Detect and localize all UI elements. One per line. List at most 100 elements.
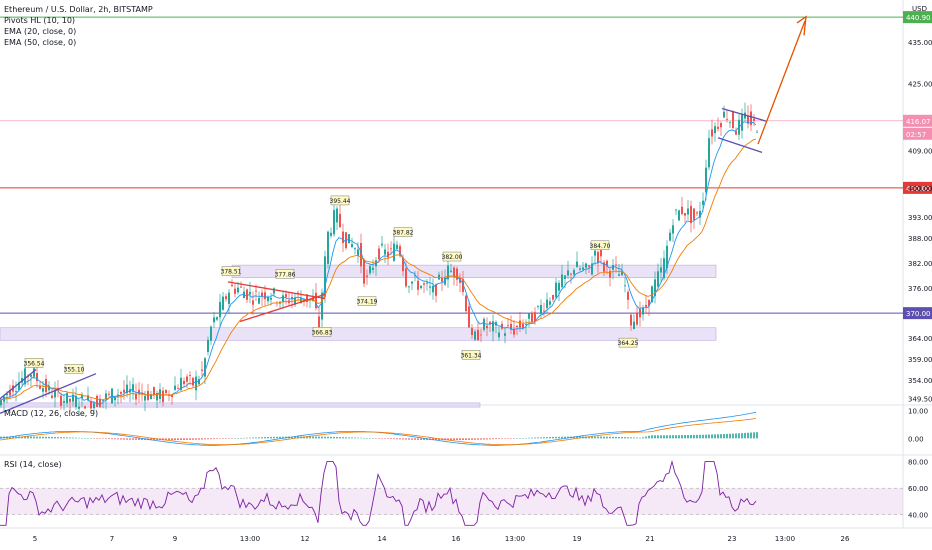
time-tick-label: 12	[301, 535, 310, 543]
pivot-label: 361.34	[461, 352, 482, 359]
indicator-ema50[interactable]: EMA (50, close, 0)	[4, 38, 77, 47]
macd-histogram-bar	[195, 438, 197, 440]
candle-body	[102, 400, 104, 401]
candle-body	[75, 395, 77, 408]
rsi-legend[interactable]: RSI (14, close)	[4, 460, 62, 469]
pivot-label-box	[357, 296, 377, 306]
macd-histogram-bar	[336, 436, 338, 439]
macd-histogram-bar	[168, 438, 170, 441]
macd-histogram-bar	[252, 437, 254, 439]
macd-histogram-bar	[555, 436, 557, 439]
macd-histogram-bar	[594, 436, 596, 439]
macd-histogram-bar	[390, 438, 392, 440]
candle-body	[720, 123, 722, 128]
macd-histogram-bar	[396, 438, 398, 440]
macd-histogram-bar	[375, 438, 377, 439]
candle-body	[687, 208, 689, 215]
candle-body	[135, 393, 137, 400]
pivot-label-box	[590, 240, 610, 251]
pivot-labels: 356.54 355.10 378.51 377.86 366.83 374.19 395.…	[24, 195, 639, 374]
macd-histogram-bar	[696, 434, 698, 439]
macd-histogram-bar	[327, 436, 329, 439]
macd-histogram-bar	[708, 434, 710, 439]
pivot-label-box	[275, 269, 295, 279]
candle-body	[690, 205, 692, 224]
price-zone	[0, 327, 717, 341]
candle-body	[549, 301, 551, 305]
candle-body	[573, 269, 575, 275]
candle-body	[516, 325, 518, 328]
macd-histogram-bar	[255, 437, 257, 439]
time-tick-label: 5	[33, 535, 37, 543]
trendline	[227, 281, 326, 300]
macd-histogram-bar	[423, 438, 425, 440]
macd-histogram-bar	[627, 437, 629, 439]
macd-histogram-bar	[63, 437, 65, 439]
indicator-ema20[interactable]: EMA (20, close, 0)	[4, 27, 77, 36]
candle-body	[120, 392, 122, 394]
candle-body	[528, 313, 530, 319]
macd-histogram-bar	[690, 434, 692, 439]
macd-histogram-bar	[561, 436, 563, 439]
candle-body	[501, 323, 503, 329]
candle-body	[717, 126, 719, 129]
candle-body	[465, 295, 467, 312]
macd-histogram-bar	[360, 437, 362, 439]
macd-histogram-bar	[756, 432, 758, 439]
macd-histogram-bar	[672, 435, 674, 439]
macd-histogram-bar	[318, 436, 320, 439]
macd-histogram-bar	[738, 433, 740, 439]
macd-histogram-bar	[57, 437, 59, 439]
candle-body	[435, 284, 437, 296]
candle-body	[342, 231, 344, 243]
candle-body	[630, 314, 632, 326]
pivot-label: 382.00	[442, 254, 463, 261]
candle-body	[693, 208, 695, 220]
pivot-label-box	[312, 327, 332, 337]
price-tick-label: 364.00	[908, 335, 932, 343]
candle-body	[333, 210, 335, 235]
candle-body	[531, 312, 533, 323]
macd-histogram-bar	[414, 438, 416, 440]
macd-pane: 10.00 0.00	[0, 408, 928, 446]
candle-body	[24, 368, 26, 385]
pivot-label: 384.70	[590, 243, 611, 250]
macd-histogram-bar	[384, 438, 386, 439]
macd-legend[interactable]: MACD (12, 26, close, 9)	[4, 409, 99, 418]
candle-body	[204, 358, 206, 377]
time-tick-label: 26	[841, 535, 850, 543]
macd-histogram-bar	[432, 438, 434, 441]
macd-histogram-bar	[237, 438, 239, 439]
macd-histogram-bar	[660, 435, 662, 439]
candle-body	[78, 406, 80, 409]
candle-body	[216, 317, 218, 320]
candle-body	[657, 271, 659, 287]
pivot-label-box	[393, 227, 413, 237]
candle-body	[714, 126, 716, 134]
candle-body	[735, 130, 737, 135]
macd-histogram-bar	[297, 436, 299, 439]
candle-body	[336, 208, 338, 223]
candle-body	[579, 268, 581, 270]
candle-body	[249, 291, 251, 295]
price-zone	[0, 402, 481, 408]
macd-histogram-bar	[618, 436, 620, 439]
candle-body	[633, 321, 635, 330]
candle-body	[123, 389, 125, 393]
macd-histogram-bar	[519, 438, 521, 439]
candle-body	[237, 287, 239, 293]
candle-body	[291, 297, 293, 300]
macd-histogram-bar	[324, 436, 326, 439]
ema20-line	[0, 121, 757, 405]
macd-histogram-bar	[183, 438, 185, 440]
pivot-label: 355.10	[64, 366, 85, 373]
trendlines	[0, 15, 807, 414]
candle-body	[96, 395, 98, 407]
macd-histogram-bar	[405, 438, 407, 440]
macd-histogram-bar	[126, 438, 128, 440]
macd-histogram-bar	[495, 438, 497, 440]
indicator-pivots[interactable]: Pivots HL (10, 10)	[4, 16, 76, 25]
trendline	[0, 369, 37, 400]
candle-body	[468, 306, 470, 328]
